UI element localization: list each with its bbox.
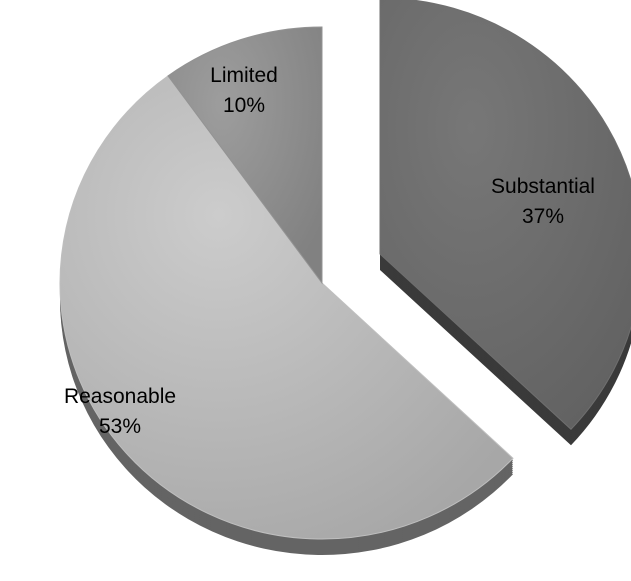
slice-value-limited: 10% (223, 94, 265, 117)
slice-label-limited: Limited (210, 64, 278, 87)
slice-value-substantial: 37% (522, 205, 564, 228)
slice-label-reasonable: Reasonable (64, 385, 176, 408)
slice-tops (59, 0, 631, 540)
slice-value-reasonable: 53% (99, 415, 141, 438)
slice-reasonable (59, 75, 514, 540)
slice-label-substantial: Substantial (491, 175, 595, 198)
slice-limited (167, 26, 323, 285)
slice-substantial (379, 0, 631, 430)
slice-labels: Substantial 37% Reasonable 53% Limited 10% (64, 64, 595, 438)
